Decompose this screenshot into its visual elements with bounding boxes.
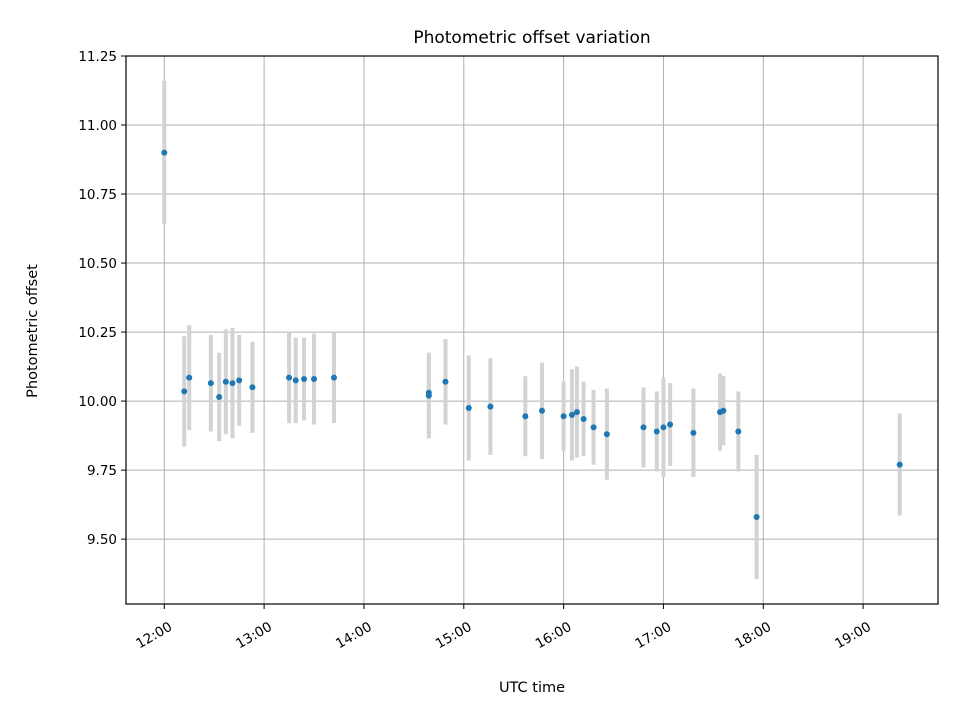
y-tick-label: 11.25	[78, 49, 117, 65]
y-axis-ticks: 9.50 9.75 10.00 10.25 10.50 10.75 11.00 11.25	[78, 49, 126, 548]
x-tick-label: 18:00	[732, 619, 774, 652]
data-point	[442, 378, 449, 385]
data-point	[161, 149, 168, 156]
data-point	[249, 384, 256, 391]
data-point	[222, 378, 229, 385]
data-point	[580, 416, 587, 423]
data-point	[216, 393, 223, 400]
data-point	[640, 424, 647, 431]
y-tick-label: 9.75	[87, 463, 117, 479]
data-point	[667, 421, 674, 428]
y-tick-label: 9.50	[87, 532, 117, 548]
chart-title: Photometric offset variation	[413, 28, 650, 48]
data-point	[653, 428, 660, 435]
y-tick-label: 10.25	[78, 325, 117, 341]
data-point	[568, 411, 575, 418]
data-point	[538, 407, 545, 414]
data-point	[301, 376, 308, 383]
data-point	[896, 461, 903, 468]
data-point	[425, 392, 432, 399]
data-point	[603, 431, 610, 438]
x-tick-label: 14:00	[333, 619, 375, 652]
grid-lines	[126, 55, 938, 604]
error-bars	[162, 80, 902, 580]
x-tick-label: 17:00	[633, 619, 675, 652]
y-tick-label: 10.50	[78, 256, 117, 272]
data-point	[465, 404, 472, 411]
x-tick-label: 13:00	[233, 619, 275, 652]
plot-area-frame	[125, 55, 939, 605]
data-point	[186, 374, 193, 381]
data-point	[286, 374, 293, 381]
data-point	[660, 424, 667, 431]
data-point	[735, 428, 742, 435]
data-point	[330, 374, 337, 381]
y-tick-label: 10.75	[78, 187, 117, 203]
data-point	[573, 409, 580, 416]
data-point	[522, 413, 529, 420]
data-point	[487, 403, 494, 410]
data-point	[229, 380, 236, 387]
y-axis-label: Photometric offset	[25, 264, 41, 398]
x-axis-label: UTC time	[499, 680, 565, 696]
data-point	[236, 377, 243, 384]
data-point	[181, 388, 188, 395]
data-point	[590, 424, 597, 431]
data-point	[753, 514, 760, 521]
y-tick-label: 10.00	[78, 394, 117, 410]
x-tick-label: 16:00	[533, 619, 575, 652]
data-point	[720, 407, 727, 414]
x-tick-label: 12:00	[133, 619, 175, 652]
x-axis-ticks: 12:00 13:00 14:00 15:00 16:00 17:00 18:00 19:00	[133, 604, 874, 652]
data-point	[311, 376, 318, 383]
data-point	[560, 413, 567, 420]
x-tick-label: 15:00	[433, 619, 475, 652]
y-tick-label: 11.00	[78, 118, 117, 134]
data-point	[207, 380, 214, 387]
data-point	[690, 429, 697, 436]
data-points	[161, 149, 903, 521]
x-tick-label: 19:00	[832, 619, 874, 652]
data-point	[292, 377, 299, 384]
